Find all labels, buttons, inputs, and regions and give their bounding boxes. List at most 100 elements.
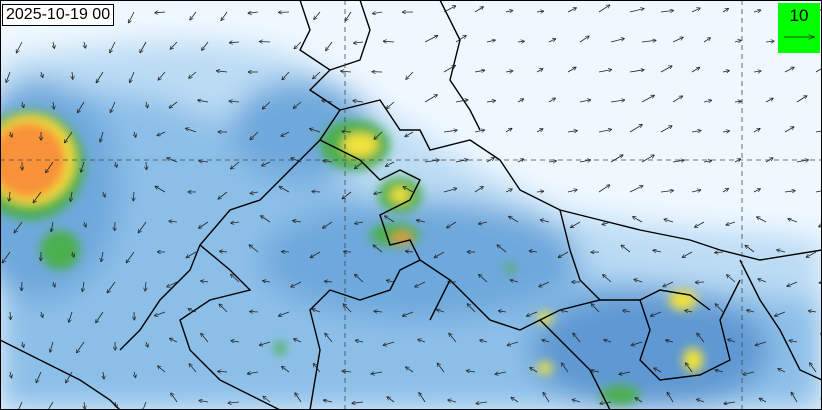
wind-arrow	[403, 311, 414, 316]
wind-arrow	[129, 11, 135, 23]
wind-arrow	[424, 160, 439, 162]
wind-arrow	[218, 371, 228, 372]
wind-arrow	[36, 371, 42, 382]
wind-arrow	[598, 70, 611, 73]
wind-arrow	[46, 161, 54, 173]
wind-arrow	[33, 191, 42, 203]
wind-arrow	[449, 334, 457, 343]
wind-arrow	[156, 187, 166, 193]
wind-arrow	[66, 371, 73, 383]
wind-arrow	[10, 131, 12, 137]
wind-arrow	[293, 221, 302, 222]
wind-arrow	[356, 340, 364, 342]
wind-arrow	[517, 159, 523, 162]
wind-arrow	[527, 311, 538, 316]
wind-arrow	[591, 370, 600, 372]
wind-arrow	[455, 160, 468, 163]
wind-arrow	[169, 221, 178, 222]
wind-arrow	[753, 10, 761, 12]
wind-arrow	[384, 341, 395, 345]
wind-arrow	[103, 191, 105, 197]
wind-arrow	[189, 71, 197, 78]
wind-arrow	[559, 251, 569, 257]
wind-legend-value: 10	[789, 6, 809, 25]
wind-arrow	[294, 101, 302, 108]
wind-arrow	[313, 309, 321, 313]
wind-arrow	[810, 363, 817, 373]
wind-arrow	[743, 371, 755, 375]
wind-arrow	[486, 158, 494, 163]
wind-arrow	[686, 363, 693, 373]
wind-arrow	[722, 189, 728, 193]
wind-arrow	[443, 6, 455, 13]
wind-arrow	[406, 251, 414, 252]
wind-arrow	[84, 41, 85, 48]
wind-arrow	[784, 67, 794, 73]
wind-arrow	[84, 221, 86, 227]
wind-arrow	[511, 398, 519, 403]
wind-arrow	[220, 251, 228, 252]
wind-arrow	[198, 100, 209, 102]
wind-arrow	[81, 161, 85, 172]
wind-arrow	[146, 161, 147, 169]
wind-arrow	[815, 130, 822, 133]
wind-arrow	[354, 42, 364, 43]
wind-arrow	[353, 101, 364, 102]
wind-arrow	[342, 191, 352, 199]
wind-arrow	[667, 393, 674, 403]
wind-arrow	[201, 281, 209, 282]
wind-arrow	[511, 280, 519, 282]
wind-arrow	[598, 5, 610, 13]
wind-arrow	[355, 275, 364, 283]
wind-arrow	[167, 281, 178, 287]
wind-arrow	[634, 280, 643, 283]
wind-legend: 10	[778, 3, 820, 53]
wind-arrow	[571, 221, 581, 227]
wind-arrow	[10, 371, 12, 378]
wind-arrow	[497, 245, 507, 253]
wind-arrow	[313, 71, 321, 79]
wind-arrow	[14, 221, 23, 233]
wind-arrow	[548, 39, 555, 43]
wind-arrow	[190, 11, 197, 20]
wind-arrow	[778, 369, 786, 373]
wind-arrow	[311, 251, 321, 258]
wind-arrow	[3, 251, 11, 263]
wind-arrow	[171, 393, 178, 403]
wind-arrow	[53, 101, 54, 109]
wind-arrow	[50, 341, 54, 352]
wind-arrow	[405, 131, 414, 137]
wind-arrow	[230, 101, 240, 102]
wind-arrow	[765, 98, 773, 103]
wind-arrow	[326, 41, 333, 50]
wind-arrow	[765, 41, 774, 42]
wind-arrow	[110, 101, 116, 112]
wind-arrow	[188, 309, 197, 313]
wind-arrow	[663, 281, 674, 287]
wind-arrow	[404, 187, 414, 193]
wind-arrow	[600, 402, 612, 404]
wind-arrow	[660, 126, 672, 133]
wind-arrow	[660, 11, 673, 13]
wind-arrow	[342, 132, 352, 133]
wind-arrow	[22, 281, 23, 290]
wind-arrow	[6, 71, 11, 82]
wind-arrow	[373, 12, 383, 14]
wind-arrow	[467, 371, 476, 372]
wind-arrow	[314, 11, 321, 19]
wind-arrow	[809, 311, 817, 312]
wind-arrow	[697, 334, 705, 343]
wind-arrow	[791, 393, 798, 403]
wind-arrow	[623, 311, 631, 313]
wind-arrow	[312, 192, 321, 193]
wind-arrow	[603, 275, 612, 283]
wind-arrow	[536, 69, 543, 73]
wind-arrow	[635, 398, 643, 403]
wind-arrow	[187, 251, 197, 258]
wind-arrow	[541, 220, 550, 222]
wind-arrow	[406, 367, 414, 373]
wind-arrow	[654, 368, 662, 373]
wind-arrow	[47, 401, 54, 410]
